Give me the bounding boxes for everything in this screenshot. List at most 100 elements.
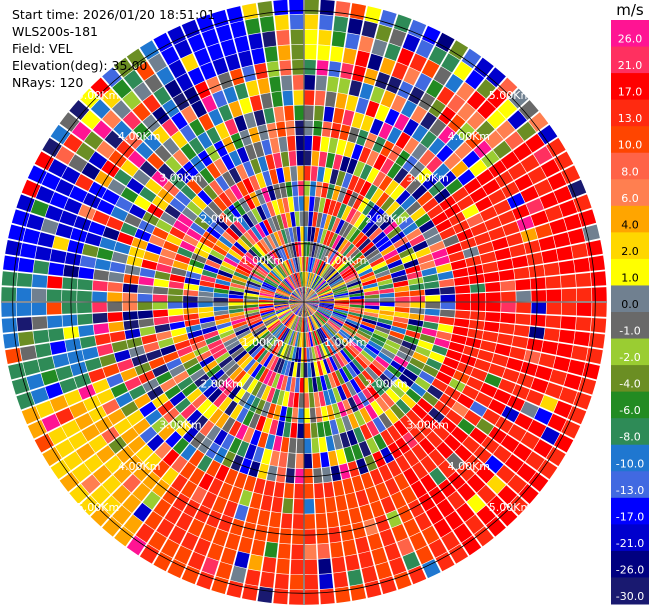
gate-cell <box>135 444 154 462</box>
gate-cell <box>153 286 169 295</box>
gate-cell <box>375 212 390 227</box>
gate-cell <box>415 39 434 59</box>
gate-cell <box>336 203 347 219</box>
gate-cell <box>171 327 187 337</box>
gate-cell <box>152 460 170 478</box>
gate-cell <box>394 378 410 393</box>
gate-cell <box>543 262 560 276</box>
gate-cell <box>296 272 301 288</box>
gate-cell <box>304 302 316 312</box>
gate-cell <box>470 311 486 321</box>
gate-cell <box>342 243 355 257</box>
gate-cell <box>323 420 332 437</box>
gate-cell <box>126 48 147 69</box>
gate-cell <box>153 551 173 572</box>
gate-cell <box>213 446 228 464</box>
gate-cell <box>298 302 304 317</box>
gate-cell <box>385 339 401 350</box>
gate-cell <box>431 211 448 226</box>
gate-cell <box>153 278 169 288</box>
gate-cell <box>379 310 395 316</box>
gate-cell <box>248 274 264 284</box>
gate-cell <box>480 206 498 222</box>
gate-cell <box>201 269 218 279</box>
range-ring-label: 2.00Km <box>365 213 407 226</box>
range-ring-label: 5.00Km <box>489 89 531 102</box>
gate-cell <box>417 397 433 413</box>
gate-cell <box>428 538 448 558</box>
gate-cell <box>313 361 320 377</box>
gate-cell <box>152 302 168 310</box>
gate-cell <box>457 169 475 186</box>
gate-cell <box>328 318 342 329</box>
gate-cell <box>364 308 380 314</box>
gate-cell <box>190 368 206 382</box>
gate-cell <box>378 122 393 140</box>
gate-cell <box>502 368 520 383</box>
gate-cell <box>387 459 402 477</box>
colorbar-swatch <box>611 99 649 127</box>
gate-cell <box>483 271 500 283</box>
gate-cell <box>402 368 418 382</box>
gate-cell <box>160 344 177 356</box>
gate-cell <box>560 274 576 288</box>
gate-cell <box>573 194 592 213</box>
gate-cell <box>407 499 425 518</box>
gate-cell <box>210 221 225 235</box>
gate-cell <box>304 226 308 242</box>
gate-cell <box>128 246 146 259</box>
gate-cell <box>88 181 107 199</box>
gate-cell <box>228 294 244 299</box>
gate-cell <box>122 293 138 302</box>
gate-cell <box>312 331 318 346</box>
gate-cell <box>342 48 357 65</box>
gate-cell <box>335 586 351 603</box>
gate-cell <box>243 254 257 267</box>
gate-cell <box>470 222 488 237</box>
gate-cell <box>261 334 274 347</box>
gate-cell <box>235 423 249 440</box>
gate-cell <box>527 166 547 185</box>
gate-cell <box>360 241 375 254</box>
gate-cell <box>289 302 304 306</box>
gate-cell <box>291 242 297 258</box>
gate-cell <box>92 464 112 484</box>
gate-cell <box>278 284 292 294</box>
gate-cell <box>230 314 246 322</box>
gate-cell <box>304 302 319 306</box>
gate-cell <box>102 475 122 495</box>
gate-cell <box>132 102 151 122</box>
gate-cell <box>48 158 68 178</box>
gate-cell <box>59 112 80 132</box>
gate-cell <box>244 143 257 161</box>
gate-cell <box>333 107 345 124</box>
gate-cell <box>1 271 18 287</box>
gate-cell <box>364 298 380 302</box>
gate-cell <box>507 110 527 130</box>
gate-cell <box>332 154 343 170</box>
gate-cell <box>242 521 257 539</box>
gate-cell <box>523 240 541 255</box>
gate-cell <box>379 9 397 28</box>
gate-cell <box>313 243 320 258</box>
gate-cell <box>299 287 304 302</box>
gate-cell <box>294 242 300 257</box>
gate-cell <box>435 551 455 572</box>
gate-cell <box>359 164 373 181</box>
gate-cell <box>512 384 530 400</box>
gate-cell <box>179 351 196 364</box>
gate-cell <box>233 200 246 216</box>
gate-cell <box>300 287 304 302</box>
gate-cell <box>378 283 394 290</box>
gate-cell <box>304 289 313 302</box>
gate-cell <box>276 342 286 358</box>
gate-cell <box>320 264 331 278</box>
gate-cell <box>203 383 218 398</box>
gate-cell <box>457 393 474 409</box>
gate-cell <box>475 392 493 408</box>
gate-cell <box>329 277 344 287</box>
gate-cell <box>276 246 286 262</box>
gate-cell <box>361 278 377 287</box>
gate-cell <box>81 423 101 442</box>
gate-cell <box>433 163 450 180</box>
